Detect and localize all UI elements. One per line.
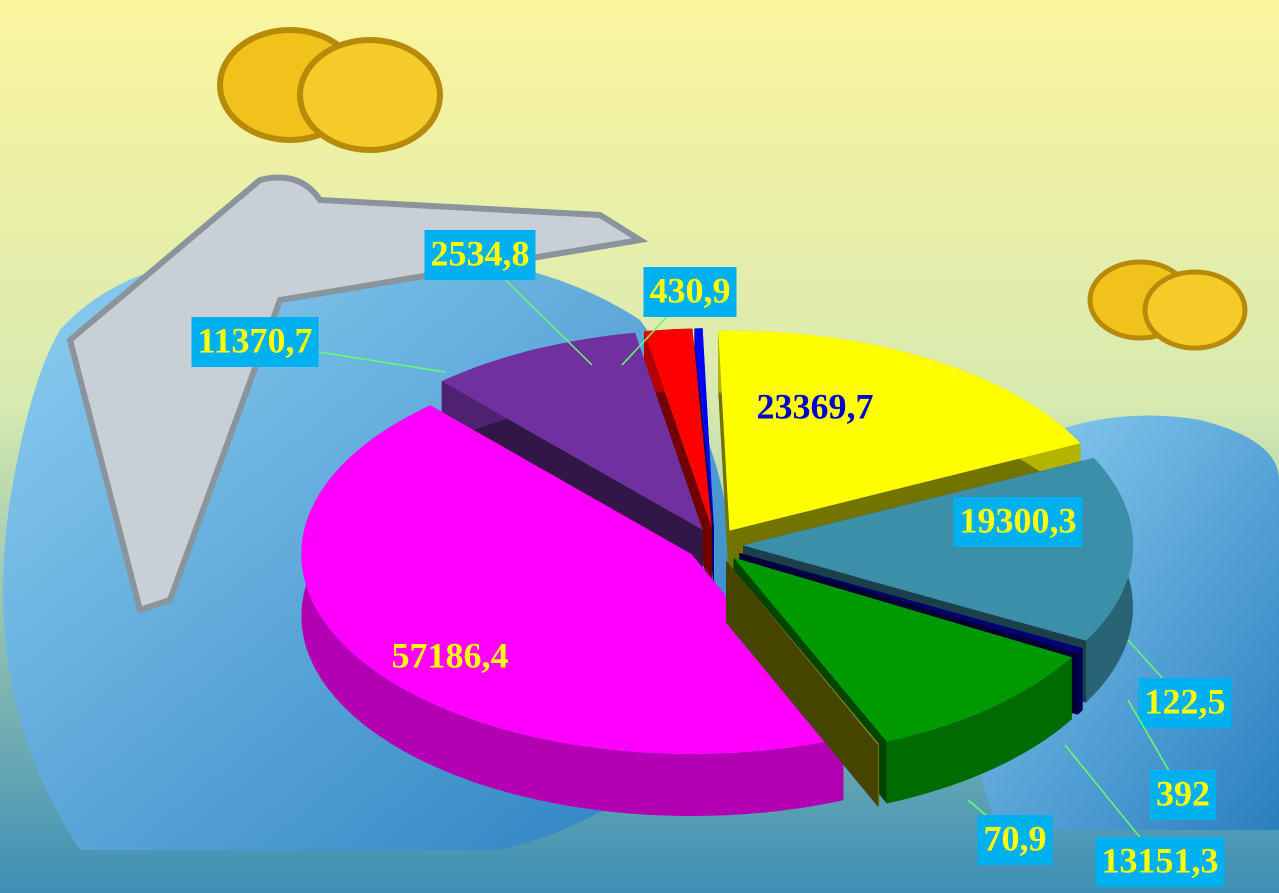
data-label: 122,5: [1145, 681, 1226, 721]
data-label: 2534,8: [431, 233, 530, 273]
pie: [301, 328, 1133, 816]
label-box: [977, 815, 1053, 865]
slice: [644, 328, 712, 529]
slice: [726, 560, 880, 745]
label-box: [1150, 770, 1216, 820]
data-label: 57186,4: [392, 635, 509, 675]
slice-side: [1081, 648, 1083, 712]
label-box: [424, 230, 536, 280]
label-box: [643, 267, 737, 317]
slice: [733, 557, 1072, 742]
coin: [1142, 269, 1248, 351]
labels: 2534,8 430,9 23369,7 19300,3 122,5 392 13151,3…: [191, 230, 1232, 887]
slice-side: [301, 405, 844, 816]
slice-side: [1077, 649, 1082, 715]
slice: [694, 328, 714, 529]
label-box: [1138, 678, 1232, 728]
slice: [718, 330, 1081, 531]
label-box: [191, 317, 319, 367]
data-label: 430,9: [650, 270, 731, 310]
label-box: [953, 497, 1083, 547]
slice: [301, 405, 844, 754]
data-label: 19300,3: [960, 500, 1077, 540]
data-label: 392: [1156, 773, 1210, 813]
data-label: 23369,7: [757, 386, 874, 426]
slice: [739, 553, 1083, 650]
slice: [739, 553, 1082, 653]
slice-side: [877, 744, 880, 807]
slice-side: [886, 657, 1072, 804]
data-label: 13151,3: [1102, 840, 1219, 880]
coin: [297, 37, 443, 153]
slice-wall: [726, 560, 878, 807]
slice: [441, 332, 703, 530]
label-box: [1095, 837, 1225, 887]
data-label: 70,9: [984, 818, 1047, 858]
slice-wall: [718, 330, 730, 593]
data-label: 11370,7: [197, 320, 312, 360]
purse-clasp: [66, 174, 649, 614]
